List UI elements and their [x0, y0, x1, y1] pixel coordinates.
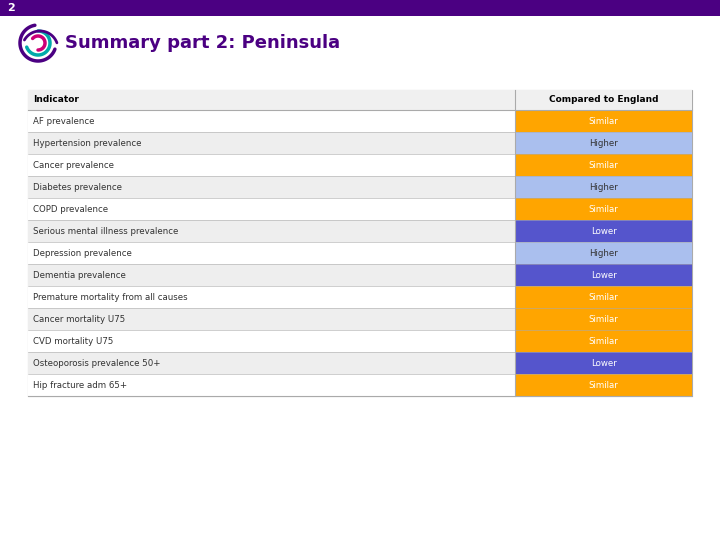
Bar — [515, 308, 692, 330]
Bar — [28, 374, 515, 396]
Text: Osteoporosis prevalence 50+: Osteoporosis prevalence 50+ — [33, 359, 161, 368]
Text: Dementia prevalence: Dementia prevalence — [33, 271, 126, 280]
Text: Indicator: Indicator — [33, 96, 79, 105]
Text: Similar: Similar — [589, 117, 618, 125]
Text: Lower: Lower — [590, 226, 616, 235]
Bar — [28, 330, 515, 352]
Text: Summary part 2: Peninsula: Summary part 2: Peninsula — [65, 34, 340, 52]
Bar — [515, 374, 692, 396]
Text: Diabetes prevalence: Diabetes prevalence — [33, 183, 122, 192]
Bar — [28, 220, 515, 242]
Bar — [515, 286, 692, 308]
Text: CVD mortality U75: CVD mortality U75 — [33, 336, 113, 346]
Text: Cancer mortality U75: Cancer mortality U75 — [33, 314, 125, 323]
Text: Higher: Higher — [589, 138, 618, 147]
Bar — [515, 352, 692, 374]
Bar — [28, 110, 515, 132]
Text: Hypertension prevalence: Hypertension prevalence — [33, 138, 142, 147]
Text: COPD prevalence: COPD prevalence — [33, 205, 108, 213]
Bar — [515, 110, 692, 132]
Bar — [28, 352, 515, 374]
Bar — [28, 90, 692, 396]
Text: Lower: Lower — [590, 359, 616, 368]
Bar — [28, 176, 515, 198]
Text: Similar: Similar — [589, 205, 618, 213]
Bar — [515, 330, 692, 352]
Text: 2: 2 — [7, 3, 14, 13]
Bar — [515, 176, 692, 198]
Text: Higher: Higher — [589, 183, 618, 192]
Text: Similar: Similar — [589, 336, 618, 346]
Bar — [28, 198, 515, 220]
Bar — [515, 264, 692, 286]
Bar — [28, 154, 515, 176]
Text: Cancer prevalence: Cancer prevalence — [33, 160, 114, 170]
Bar — [515, 198, 692, 220]
Bar — [515, 154, 692, 176]
Bar — [28, 90, 692, 110]
Text: Higher: Higher — [589, 248, 618, 258]
Text: Similar: Similar — [589, 160, 618, 170]
Bar — [28, 308, 515, 330]
Text: Hip fracture adm 65+: Hip fracture adm 65+ — [33, 381, 127, 389]
Bar — [28, 286, 515, 308]
Bar — [515, 220, 692, 242]
Text: Lower: Lower — [590, 271, 616, 280]
Text: Compared to England: Compared to England — [549, 96, 658, 105]
Text: Similar: Similar — [589, 293, 618, 301]
Text: Similar: Similar — [589, 314, 618, 323]
Text: AF prevalence: AF prevalence — [33, 117, 94, 125]
Text: Depression prevalence: Depression prevalence — [33, 248, 132, 258]
Bar — [28, 264, 515, 286]
Bar — [515, 132, 692, 154]
Bar — [0, 0, 720, 16]
Text: Serious mental illness prevalence: Serious mental illness prevalence — [33, 226, 179, 235]
Bar — [515, 242, 692, 264]
Bar — [28, 242, 515, 264]
Text: Similar: Similar — [589, 381, 618, 389]
Text: Premature mortality from all causes: Premature mortality from all causes — [33, 293, 188, 301]
Bar — [28, 132, 515, 154]
